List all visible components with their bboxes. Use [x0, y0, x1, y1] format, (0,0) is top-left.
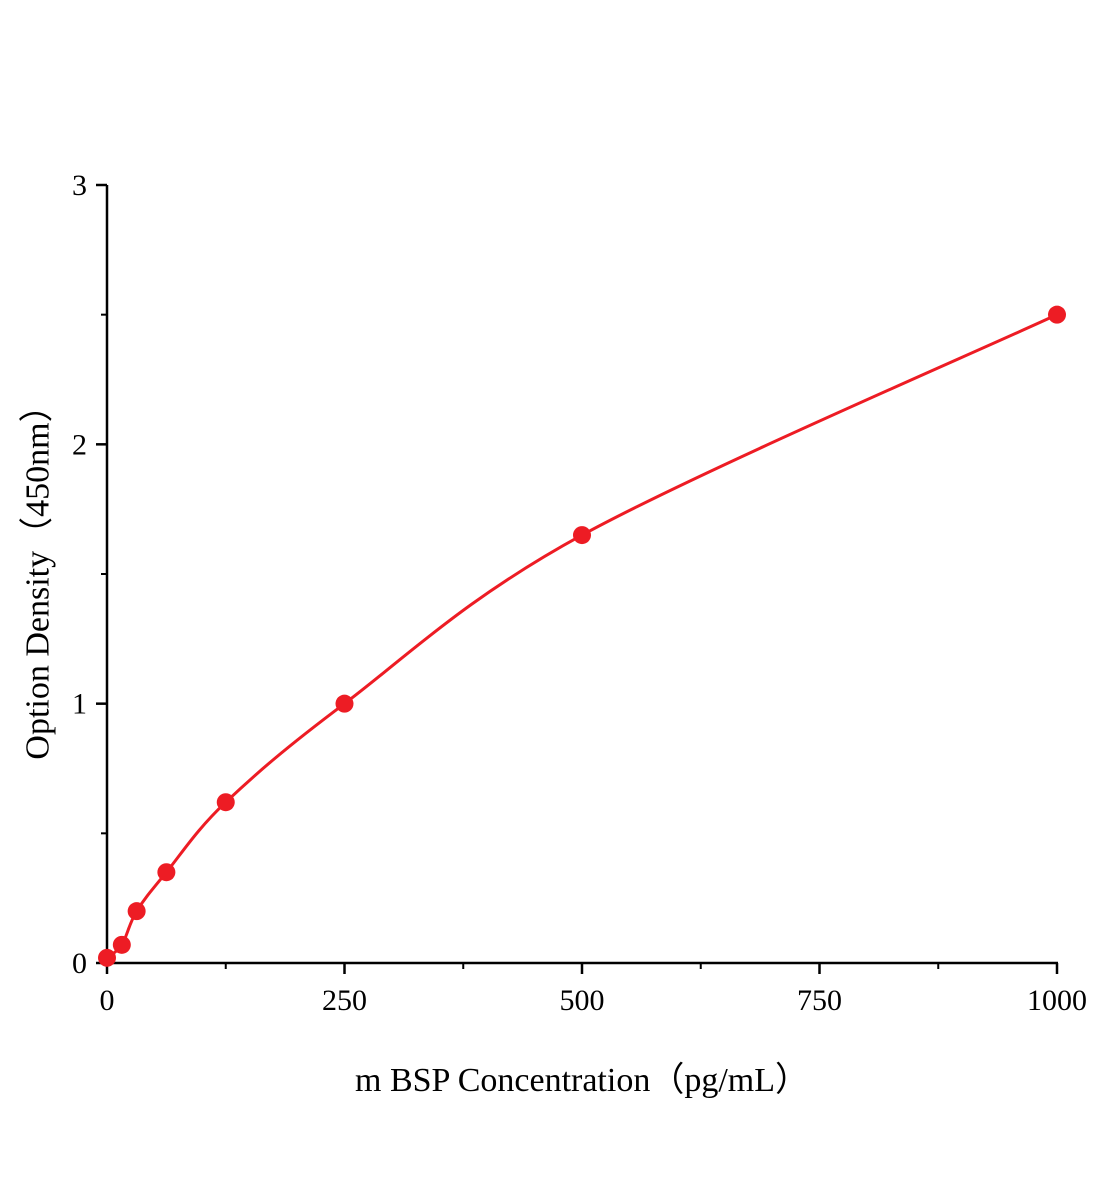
x-tick-label: 250: [322, 984, 367, 1017]
y-tick-label: 2: [72, 428, 87, 461]
data-point-marker: [98, 948, 116, 967]
y-tick-label: 3: [72, 169, 87, 202]
data-point-marker: [573, 526, 591, 545]
x-tick-label: 0: [100, 984, 115, 1017]
data-point-marker: [112, 935, 131, 954]
x-tick-label: 1000: [1027, 984, 1087, 1017]
standard-curve-line: [105, 313, 1059, 960]
y-tick-label: 0: [72, 947, 87, 980]
y-axis-title: Option Density（450nm）: [19, 388, 57, 760]
y-tick-label: 1: [72, 688, 87, 721]
data-point-marker: [335, 694, 354, 713]
data-point-marker: [216, 793, 235, 812]
x-tick-label: 500: [560, 984, 605, 1017]
data-point-marker: [127, 902, 146, 921]
data-point-marker: [157, 863, 176, 882]
x-axis-title: m BSP Concentration（pg/mL）: [355, 1062, 809, 1099]
data-point-marker: [1048, 305, 1066, 324]
x-tick-label: 750: [797, 984, 842, 1017]
